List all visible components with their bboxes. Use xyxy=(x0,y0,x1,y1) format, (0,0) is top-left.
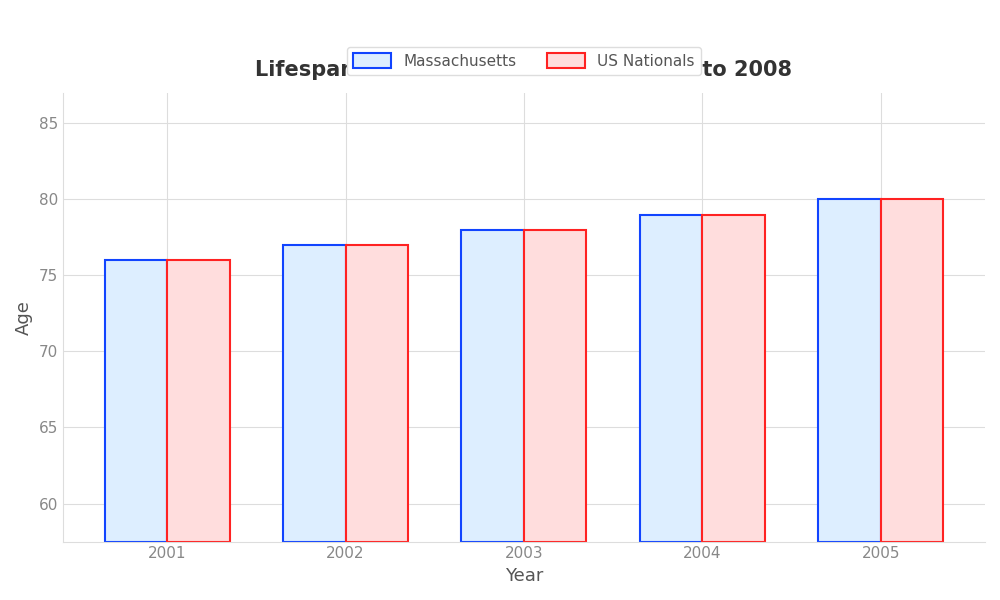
Bar xyxy=(702,215,765,542)
Bar xyxy=(640,215,702,542)
Bar xyxy=(818,199,881,542)
Bar xyxy=(105,260,167,542)
Bar xyxy=(881,199,943,542)
Title: Lifespan in Massachusetts from 1965 to 2008: Lifespan in Massachusetts from 1965 to 2… xyxy=(255,60,792,80)
Bar xyxy=(524,230,586,542)
Bar xyxy=(461,230,524,542)
X-axis label: Year: Year xyxy=(505,567,543,585)
Bar xyxy=(167,260,230,542)
Legend: Massachusetts, US Nationals: Massachusetts, US Nationals xyxy=(347,47,701,75)
Bar xyxy=(283,245,346,542)
Y-axis label: Age: Age xyxy=(15,300,33,335)
Bar xyxy=(346,245,408,542)
